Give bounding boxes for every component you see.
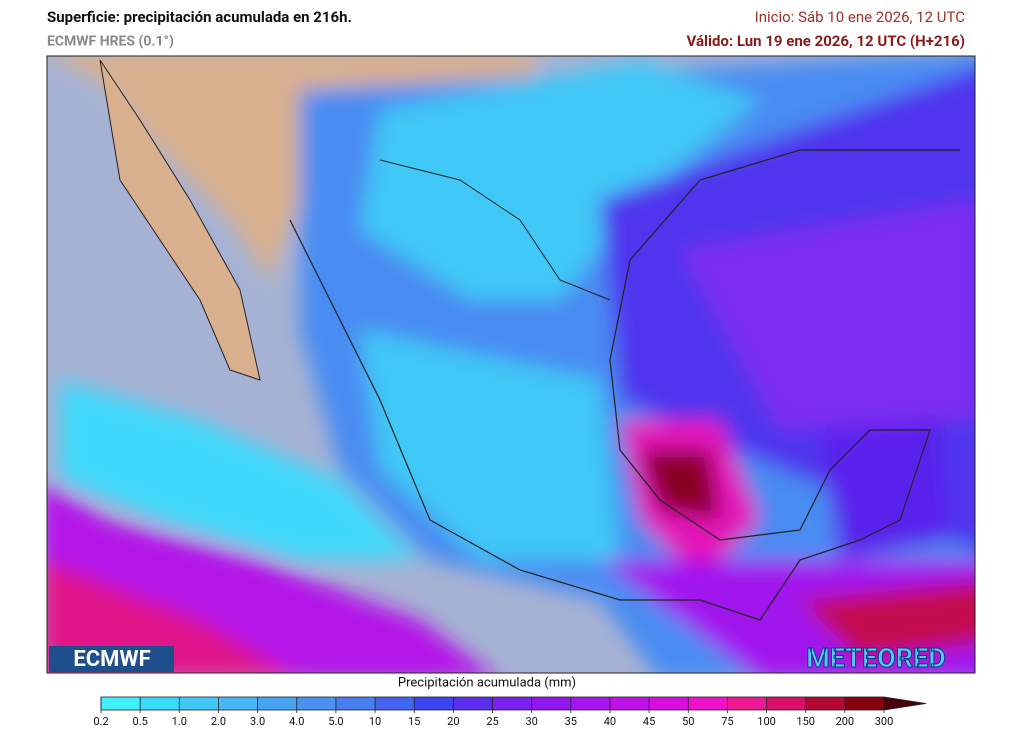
color-bin xyxy=(335,697,376,710)
color-bin xyxy=(727,697,768,710)
color-bin xyxy=(257,697,298,710)
color-bin xyxy=(649,697,689,710)
color-bin xyxy=(531,697,572,710)
color-bin xyxy=(453,697,493,710)
valid-time: Válido: Lun 19 ene 2026, 12 UTC (H+216) xyxy=(687,32,965,50)
color-bin xyxy=(218,697,259,710)
color-bin xyxy=(805,697,846,710)
color-bin xyxy=(101,697,141,710)
colorbar-tick-label: 5.0 xyxy=(328,715,343,728)
colorbar-tick-label: 150 xyxy=(796,715,815,728)
color-over-arrow xyxy=(883,696,927,711)
color-bin xyxy=(492,697,533,710)
color-bin xyxy=(766,697,807,710)
colorbar-tick-label: 50 xyxy=(682,715,694,728)
colorbar: 0.2 0.5 1.0 2.0 3.0 4.0 5.0 10 15 20 25 30 35 40 45 50 7… xyxy=(93,696,927,728)
colorbar-tick-label: 40 xyxy=(604,715,616,728)
meteored-logo: METEORED xyxy=(806,642,946,674)
colorbar-tick-label: 35 xyxy=(565,715,577,728)
colorbar-tick-label: 25 xyxy=(486,715,498,728)
colorbar-tick-label: 10 xyxy=(369,715,381,728)
colorbar-tick-label: 75 xyxy=(721,715,733,728)
colorbar-tick-label: 2.0 xyxy=(211,715,226,728)
colorbar-tick-label: 4.0 xyxy=(289,715,304,728)
color-bin xyxy=(140,697,180,710)
colorbar-tick-label: 200 xyxy=(836,715,855,728)
color-bin xyxy=(570,697,611,710)
map: ECMWF METEORED xyxy=(47,56,975,674)
colorbar-tick-label: 1.0 xyxy=(172,715,187,728)
map-frame xyxy=(46,55,976,674)
colorbar-tick-label: 100 xyxy=(757,715,776,728)
color-bin xyxy=(688,697,728,710)
colorbar-label: Precipitación acumulada (mm) xyxy=(398,675,576,690)
colorbar-tick-label: 45 xyxy=(643,715,655,728)
colorbar-tick-label: 30 xyxy=(525,715,537,728)
color-bin xyxy=(844,697,885,710)
init-time: Inicio: Sáb 10 ene 2026, 12 UTC xyxy=(755,8,966,26)
color-bin xyxy=(414,697,454,710)
colorbar-tick-label: 3.0 xyxy=(250,715,265,728)
color-bin xyxy=(609,697,650,710)
colorbar-tick-label: 300 xyxy=(875,715,894,728)
colorbar-tick-label: 0.5 xyxy=(133,715,148,728)
subtitle: ECMWF HRES (0.1°) xyxy=(47,34,174,50)
color-bin xyxy=(296,697,337,710)
color-bin xyxy=(375,697,415,710)
colorbar-tick-label: 20 xyxy=(447,715,459,728)
title: Superficie: precipitación acumulada en 2… xyxy=(47,8,352,26)
ecmwf-logo: ECMWF xyxy=(73,647,150,672)
colorbar-tick-label: 15 xyxy=(408,715,420,728)
color-bin xyxy=(179,697,219,710)
logo-left-bg xyxy=(49,646,174,672)
colorbar-tick-label: 0.2 xyxy=(93,715,108,728)
